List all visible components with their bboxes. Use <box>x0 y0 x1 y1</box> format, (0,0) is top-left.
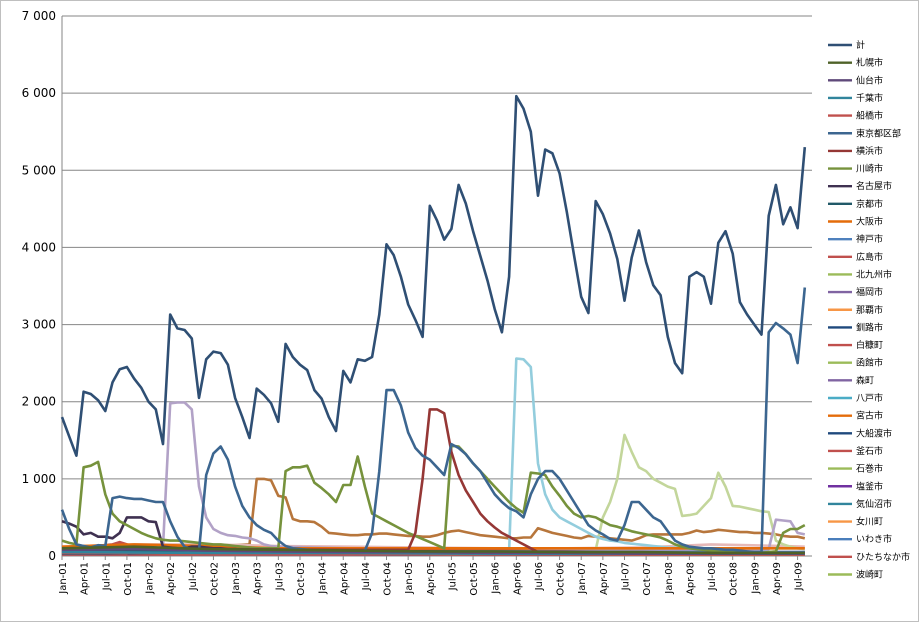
x-tick-label: Jul-06 <box>534 562 545 591</box>
legend-label: 千葉市 <box>856 92 883 104</box>
x-tick-label: Apr-08 <box>685 562 696 595</box>
series-line-8 <box>61 444 806 555</box>
x-tick-label: Apr-01 <box>80 562 91 595</box>
x-tick-label: Apr-06 <box>512 562 523 595</box>
x-tick-label: Apr-09 <box>772 562 783 595</box>
legend-label: 白糠町 <box>856 339 883 351</box>
legend-label: 石巻市 <box>856 463 883 475</box>
legend-label: 波崎町 <box>856 569 883 581</box>
legend-label: 東京都区部 <box>856 127 901 139</box>
x-tick-label: Oct-04 <box>383 562 394 596</box>
x-tick-label: Jan-05 <box>404 562 415 595</box>
y-tick-labels: 0 1 000 2 000 3 000 4 000 5 000 6 000 7 000 <box>22 9 56 563</box>
legend-label: 横浜市 <box>856 145 883 157</box>
y-tick-label: 5 000 <box>22 163 56 177</box>
series-line-33 <box>61 357 805 555</box>
y-tick-label: 3 000 <box>22 318 56 332</box>
legend-label: 宮古市 <box>856 410 883 422</box>
legend-label: 北九州市 <box>856 268 892 280</box>
x-tick-label: Jan-03 <box>231 562 242 595</box>
legend-label: 那覇市 <box>856 304 883 316</box>
x-tick-label: Oct-05 <box>469 562 480 596</box>
legend-label: いわき市 <box>856 533 892 545</box>
x-tick-label: Oct-07 <box>642 562 653 596</box>
y-tick-label: 1 000 <box>22 472 56 486</box>
x-tick-label: Jan-04 <box>318 562 329 595</box>
legend-label: 計 <box>856 39 865 51</box>
x-tick-label: Apr-04 <box>339 562 350 595</box>
legend-label: 女川町 <box>856 516 883 528</box>
x-tick-label: Oct-02 <box>209 562 220 596</box>
x-tick-label: Jan-09 <box>750 562 761 595</box>
x-tick-label: Jul-07 <box>621 562 632 591</box>
axes <box>61 16 812 560</box>
legend-label: 大阪市 <box>856 216 883 228</box>
legend-label: 釜石市 <box>856 445 883 457</box>
legend-label: 京都市 <box>856 198 883 210</box>
legend-label: 船橋市 <box>856 110 883 122</box>
x-tick-labels: Jan-01 Apr-01 Jul-01 Oct-01 Jan-02 Apr-02 Jul-… <box>58 562 805 596</box>
legend-label: 広島市 <box>856 251 883 263</box>
series-line-34 <box>62 433 805 553</box>
x-tick-label: Jul-03 <box>274 562 285 591</box>
legend-label: 札幌市 <box>856 57 883 69</box>
x-tick-label: Jul-05 <box>447 562 458 591</box>
legend-label: 福岡市 <box>856 286 883 298</box>
x-tick-label: Apr-07 <box>599 562 610 595</box>
x-tick-label: Apr-03 <box>253 562 264 595</box>
x-tick-label: Jul-02 <box>188 562 199 591</box>
x-tick-label: Jul-01 <box>101 562 112 591</box>
x-tick-label: Jan-01 <box>58 562 69 595</box>
x-tick-label: Jan-02 <box>145 562 156 595</box>
y-tick-label: 0 <box>48 549 56 563</box>
x-tick-label: Jan-08 <box>664 562 675 595</box>
x-tick-label: Jul-08 <box>707 562 718 591</box>
x-tick-label: Oct-08 <box>729 562 740 596</box>
y-tick-label: 4 000 <box>22 240 56 254</box>
x-tick-label: Oct-03 <box>296 562 307 596</box>
legend-label: ひたちなか市 <box>856 551 910 563</box>
x-tick-label: Jan-06 <box>491 562 502 595</box>
y-tick-label: 7 000 <box>22 9 56 23</box>
x-tick-label: Apr-02 <box>166 562 177 595</box>
x-tick-label: Jul-04 <box>361 562 372 591</box>
legend-label: 神戸市 <box>856 233 883 245</box>
series-line-2 <box>61 545 805 555</box>
x-tick-label: Jan-07 <box>577 562 588 595</box>
gridlines <box>62 15 812 557</box>
legend-label: 八戸市 <box>856 392 883 404</box>
y-tick-label: 2 000 <box>22 395 56 409</box>
legend-label: 仙台市 <box>856 74 883 86</box>
x-tick-label: Jul-09 <box>794 562 805 591</box>
legend-label: 函館市 <box>856 357 883 369</box>
series-lines <box>60 94 807 556</box>
y-tick-label: 6 000 <box>22 86 56 100</box>
series-line-1 <box>60 94 807 457</box>
legend-label: 川崎市 <box>856 163 883 175</box>
legend-label: 名古屋市 <box>856 180 892 192</box>
legend-label: 森町 <box>856 374 874 386</box>
legend-label: 大船渡市 <box>856 427 892 439</box>
legend-label: 塩釜市 <box>856 480 883 492</box>
x-tick-label: Oct-01 <box>123 562 134 596</box>
legend-label: 気仙沼市 <box>856 498 892 510</box>
legend-label: 釧路市 <box>856 321 883 333</box>
legend: 計札幌市仙台市千葉市船橋市東京都区部横浜市川崎市名古屋市京都市大阪市神戸市広島市… <box>828 39 910 581</box>
x-tick-label: Oct-06 <box>556 562 567 596</box>
x-tick-label: Apr-05 <box>426 562 437 595</box>
